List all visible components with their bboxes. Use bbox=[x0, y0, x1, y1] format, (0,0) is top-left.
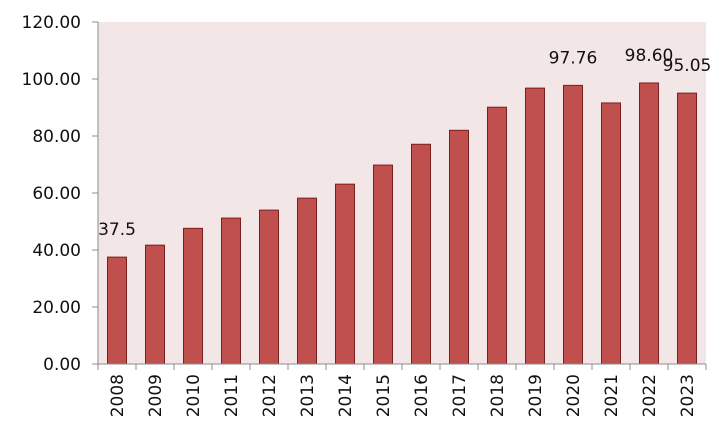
bar-2013 bbox=[297, 197, 317, 365]
x-tick-label: 2017 bbox=[450, 374, 470, 417]
bar-2019 bbox=[525, 87, 545, 365]
data-label-2008: 37.5 bbox=[98, 220, 136, 240]
bar-2008 bbox=[107, 256, 127, 365]
bar-2012 bbox=[259, 209, 279, 365]
bar-2017 bbox=[449, 129, 469, 365]
y-tick-label: 60.00 bbox=[32, 184, 81, 204]
bar-2018 bbox=[487, 106, 507, 365]
bar-2023 bbox=[677, 92, 697, 365]
y-tick-label: 80.00 bbox=[32, 127, 81, 147]
y-axis-ticks: 0.00 20.00 40.00 60.00 80.00 100.00 120.00 bbox=[22, 13, 98, 375]
bar-2009 bbox=[145, 244, 165, 365]
x-tick-label: 2016 bbox=[412, 374, 432, 417]
x-tick-label: 2012 bbox=[260, 374, 280, 417]
x-tick-label: 2013 bbox=[298, 374, 318, 417]
x-tick-label: 2011 bbox=[222, 374, 242, 417]
bar-2022 bbox=[639, 82, 659, 365]
x-tick-label: 2023 bbox=[678, 374, 698, 417]
bar-2021 bbox=[601, 102, 621, 365]
x-tick-label: 2014 bbox=[336, 374, 356, 417]
bar-2011 bbox=[221, 217, 241, 365]
y-tick-label: 40.00 bbox=[32, 241, 81, 261]
x-tick-label: 2010 bbox=[184, 374, 204, 417]
x-tick-label: 2018 bbox=[488, 374, 508, 417]
y-tick-label: 100.00 bbox=[22, 70, 81, 90]
x-axis-ticks: 2008 2009 2010 2011 2012 2013 2014 2015 2016 2017… bbox=[97, 364, 707, 417]
bar-2010 bbox=[183, 227, 203, 365]
x-tick-label: 2009 bbox=[146, 374, 166, 417]
x-tick-label: 2008 bbox=[108, 374, 128, 417]
data-label-2022: 98.60 bbox=[625, 46, 674, 66]
bar-series bbox=[107, 82, 697, 365]
bar-2020 bbox=[563, 84, 583, 365]
x-tick-label: 2019 bbox=[526, 374, 546, 417]
bar-2015 bbox=[373, 164, 393, 365]
x-tick-label: 2021 bbox=[602, 374, 622, 417]
x-tick-label: 2022 bbox=[640, 374, 660, 417]
bar-2016 bbox=[411, 143, 431, 365]
data-label-2023: 95.05 bbox=[663, 56, 712, 76]
y-tick-label: 20.00 bbox=[32, 298, 81, 318]
bar-2014 bbox=[335, 183, 355, 365]
x-tick-label: 2015 bbox=[374, 374, 394, 417]
x-tick-label: 2020 bbox=[564, 374, 584, 417]
y-tick-label: 0.00 bbox=[43, 355, 81, 375]
data-label-2020: 97.76 bbox=[549, 48, 598, 68]
y-tick-label: 120.00 bbox=[22, 13, 81, 33]
